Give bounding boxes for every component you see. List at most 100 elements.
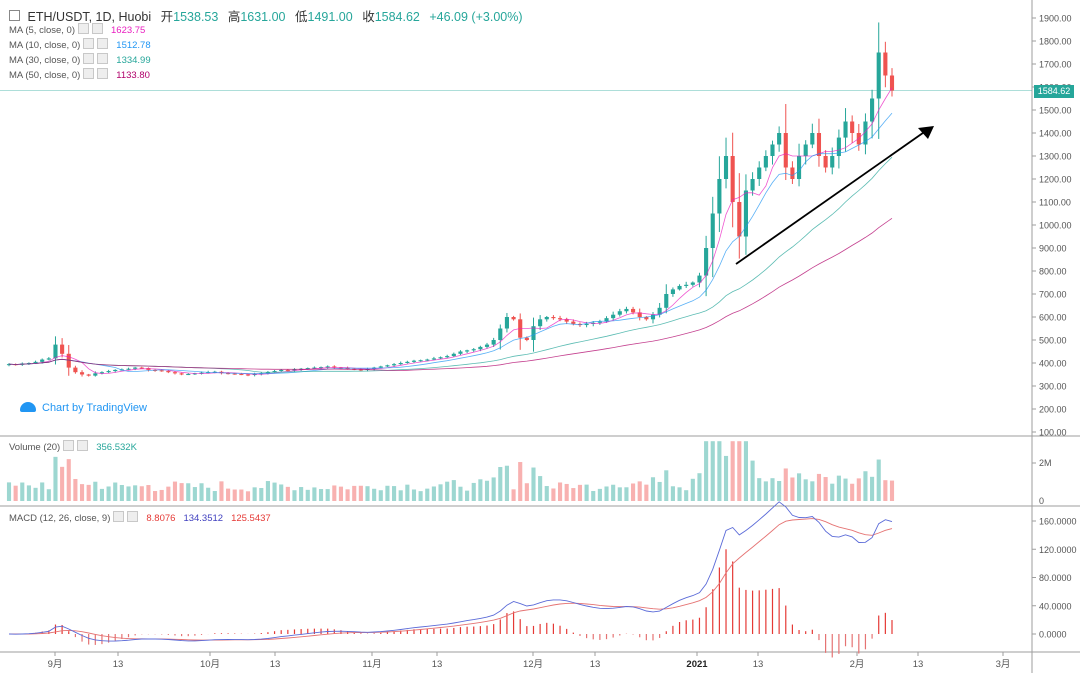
- candle-body: [305, 368, 310, 370]
- candle-body: [524, 337, 529, 340]
- candle-body: [737, 202, 742, 237]
- volume-bar: [438, 484, 443, 501]
- volume-bar: [133, 485, 138, 501]
- candle-body: [624, 308, 629, 312]
- candle-body: [617, 311, 622, 315]
- candle-body: [159, 370, 164, 372]
- close-icon[interactable]: [97, 53, 109, 64]
- volume-bar: [796, 473, 802, 501]
- price-tick-label: 900.00: [1039, 244, 1067, 254]
- settings-icon[interactable]: [113, 511, 125, 522]
- candle-body: [883, 52, 888, 76]
- volume-bar: [511, 489, 516, 501]
- candle-body: [358, 369, 363, 371]
- candle-body: [385, 365, 390, 367]
- candle-body: [411, 360, 417, 362]
- volume-bar: [518, 462, 523, 501]
- volume-bar: [564, 483, 569, 501]
- ma10-legend[interactable]: MA (10, close, 0) 1512.78: [9, 38, 151, 53]
- close-icon[interactable]: [92, 23, 103, 34]
- volume-bar: [232, 489, 237, 501]
- price-tick-label: 1800.00: [1039, 37, 1072, 47]
- volume-bar: [99, 488, 105, 501]
- candle-body: [823, 156, 828, 168]
- volume-bar: [405, 484, 410, 501]
- ma50-legend[interactable]: MA (50, close, 0) 1133.80: [9, 68, 150, 83]
- close-icon[interactable]: [77, 440, 89, 451]
- volume-bar: [544, 486, 549, 501]
- volume-bar: [318, 489, 324, 501]
- tradingview-branding[interactable]: Chart by TradingView: [20, 402, 147, 414]
- settings-icon[interactable]: [78, 23, 89, 34]
- volume-bar: [126, 486, 131, 501]
- candle-body: [803, 144, 808, 156]
- collapse-icon[interactable]: [9, 10, 20, 21]
- ma30-legend[interactable]: MA (30, close, 0) 1334.99: [9, 53, 151, 68]
- settings-icon[interactable]: [83, 38, 95, 49]
- volume-bar: [783, 468, 788, 501]
- close-icon[interactable]: [97, 38, 109, 49]
- candle-body: [186, 374, 191, 376]
- candle-body: [889, 75, 895, 91]
- macd-legend[interactable]: MACD (12, 26, close, 9) 8.8076 134.3512 125…: [9, 511, 271, 526]
- candle-body: [179, 373, 184, 375]
- volume-bar: [478, 479, 483, 501]
- candle-body: [292, 369, 297, 371]
- volume-bar: [385, 485, 390, 501]
- candle-body: [664, 294, 669, 308]
- candle-body: [265, 372, 270, 374]
- volume-bar: [332, 485, 337, 501]
- macd-tick-label: 40.0000: [1039, 601, 1072, 611]
- settings-icon[interactable]: [83, 68, 95, 79]
- high-value: 1631.00: [240, 10, 286, 24]
- volume-bar: [889, 480, 895, 501]
- macd-tick-label: 80.0000: [1039, 573, 1072, 583]
- price-tick-label: 500.00: [1039, 336, 1067, 346]
- symbol-header: ETH/USDT, 1D, Huobi 开1538.53 高1631.00 低1…: [9, 6, 523, 25]
- ma5-legend[interactable]: MA (5, close, 0) 1623.75: [9, 23, 145, 38]
- candle-body: [139, 367, 144, 369]
- candle-body: [199, 372, 204, 374]
- candle-body: [670, 289, 675, 294]
- volume-bar: [624, 487, 629, 501]
- volume-bar: [677, 487, 682, 501]
- settings-icon[interactable]: [63, 440, 75, 451]
- volume-bar: [179, 483, 184, 501]
- volume-tick-label: 0: [1039, 496, 1044, 506]
- candle-body: [637, 312, 642, 317]
- candle-body: [730, 156, 735, 202]
- ma10-label: MA (10, close, 0): [9, 40, 81, 51]
- ma50-line: [8, 217, 893, 372]
- volume-bar: [883, 480, 888, 501]
- volume-bar: [458, 486, 463, 501]
- volume-legend[interactable]: Volume (20) 356.532K: [9, 440, 137, 455]
- volume-bar: [418, 491, 423, 501]
- price-tick-label: 800.00: [1039, 267, 1067, 277]
- candle-body: [73, 367, 78, 373]
- candle-body: [531, 326, 536, 340]
- volume-bar: [757, 478, 762, 501]
- volume-bar: [790, 477, 795, 501]
- close-icon[interactable]: [97, 68, 109, 79]
- volume-bar: [352, 485, 357, 501]
- ma5-label: MA (5, close, 0): [9, 25, 75, 36]
- volume-bar: [737, 441, 742, 501]
- candle-body: [770, 144, 775, 156]
- volume-bar: [591, 491, 596, 501]
- ma30-line: [8, 156, 893, 373]
- candle-body: [504, 317, 509, 329]
- volume-bar: [226, 488, 231, 501]
- volume-bar: [684, 490, 689, 501]
- time-tick-label: 3月: [996, 659, 1011, 670]
- volume-bar: [538, 476, 543, 501]
- volume-bar: [670, 486, 675, 501]
- time-tick-label: 13: [432, 659, 443, 670]
- volume-bar: [186, 483, 191, 501]
- open-label: 开: [160, 10, 174, 24]
- close-icon[interactable]: [127, 511, 139, 522]
- candle-body: [604, 318, 609, 322]
- candle-body: [657, 307, 662, 315]
- settings-icon[interactable]: [83, 53, 95, 64]
